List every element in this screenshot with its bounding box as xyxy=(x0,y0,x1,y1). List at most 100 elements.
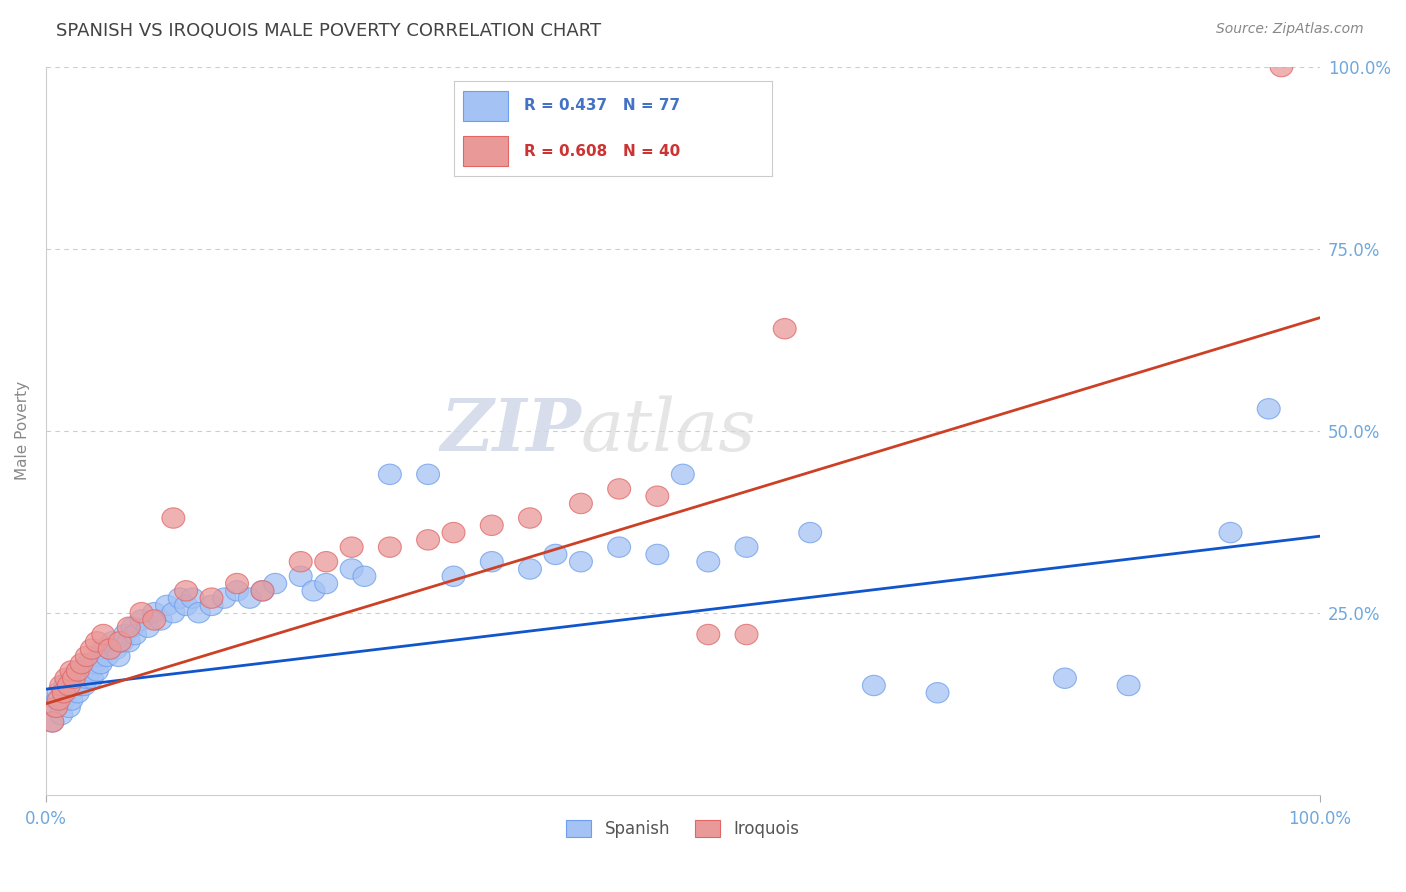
Ellipse shape xyxy=(252,581,274,601)
Text: Source: ZipAtlas.com: Source: ZipAtlas.com xyxy=(1216,22,1364,37)
Ellipse shape xyxy=(735,624,758,645)
Ellipse shape xyxy=(86,661,108,681)
Ellipse shape xyxy=(225,574,249,594)
Ellipse shape xyxy=(111,632,134,652)
Ellipse shape xyxy=(124,624,146,645)
Ellipse shape xyxy=(69,675,91,696)
Ellipse shape xyxy=(697,551,720,572)
Ellipse shape xyxy=(48,682,70,703)
Ellipse shape xyxy=(117,632,141,652)
Ellipse shape xyxy=(66,661,89,681)
Ellipse shape xyxy=(66,661,89,681)
Y-axis label: Male Poverty: Male Poverty xyxy=(15,381,30,480)
Ellipse shape xyxy=(136,617,159,638)
Ellipse shape xyxy=(441,566,465,586)
Text: SPANISH VS IROQUOIS MALE POVERTY CORRELATION CHART: SPANISH VS IROQUOIS MALE POVERTY CORRELA… xyxy=(56,22,602,40)
Ellipse shape xyxy=(1219,523,1241,542)
Ellipse shape xyxy=(44,698,66,717)
Ellipse shape xyxy=(73,661,96,681)
Text: atlas: atlas xyxy=(581,395,756,466)
Ellipse shape xyxy=(353,566,375,586)
Ellipse shape xyxy=(174,581,197,601)
Ellipse shape xyxy=(79,661,103,681)
Ellipse shape xyxy=(52,682,76,703)
Ellipse shape xyxy=(799,523,821,542)
Ellipse shape xyxy=(60,668,83,689)
Ellipse shape xyxy=(129,610,153,630)
Ellipse shape xyxy=(607,479,631,500)
Ellipse shape xyxy=(441,523,465,542)
Ellipse shape xyxy=(156,595,179,615)
Ellipse shape xyxy=(378,464,401,484)
Ellipse shape xyxy=(41,712,63,732)
Ellipse shape xyxy=(107,646,129,666)
Legend: Spanish, Iroquois: Spanish, Iroquois xyxy=(560,814,806,845)
Ellipse shape xyxy=(55,682,77,703)
Ellipse shape xyxy=(416,464,440,484)
Ellipse shape xyxy=(76,646,98,666)
Ellipse shape xyxy=(89,646,111,666)
Ellipse shape xyxy=(212,588,236,608)
Ellipse shape xyxy=(76,668,98,689)
Ellipse shape xyxy=(162,602,184,623)
Ellipse shape xyxy=(108,632,131,652)
Ellipse shape xyxy=(200,588,224,608)
Ellipse shape xyxy=(225,581,249,601)
Ellipse shape xyxy=(645,544,669,565)
Ellipse shape xyxy=(252,581,274,601)
Ellipse shape xyxy=(46,690,69,710)
Ellipse shape xyxy=(70,668,93,689)
Ellipse shape xyxy=(98,639,121,659)
Ellipse shape xyxy=(315,574,337,594)
Ellipse shape xyxy=(52,690,76,710)
Ellipse shape xyxy=(735,537,758,558)
Ellipse shape xyxy=(569,493,592,514)
Ellipse shape xyxy=(519,558,541,579)
Ellipse shape xyxy=(162,508,184,528)
Text: ZIP: ZIP xyxy=(440,395,581,467)
Ellipse shape xyxy=(416,530,440,550)
Ellipse shape xyxy=(55,668,77,689)
Ellipse shape xyxy=(70,654,93,673)
Ellipse shape xyxy=(41,712,63,732)
Ellipse shape xyxy=(48,690,70,710)
Ellipse shape xyxy=(73,675,96,696)
Ellipse shape xyxy=(671,464,695,484)
Ellipse shape xyxy=(340,537,363,558)
Ellipse shape xyxy=(45,698,67,717)
Ellipse shape xyxy=(149,610,172,630)
Ellipse shape xyxy=(645,486,669,507)
Ellipse shape xyxy=(1118,675,1140,696)
Ellipse shape xyxy=(290,566,312,586)
Ellipse shape xyxy=(544,544,567,565)
Ellipse shape xyxy=(340,558,363,579)
Ellipse shape xyxy=(53,675,76,696)
Ellipse shape xyxy=(773,318,796,339)
Ellipse shape xyxy=(169,588,191,608)
Ellipse shape xyxy=(927,682,949,703)
Ellipse shape xyxy=(697,624,720,645)
Ellipse shape xyxy=(80,639,103,659)
Ellipse shape xyxy=(91,624,115,645)
Ellipse shape xyxy=(290,551,312,572)
Ellipse shape xyxy=(86,632,108,652)
Ellipse shape xyxy=(49,675,73,696)
Ellipse shape xyxy=(66,682,89,703)
Ellipse shape xyxy=(174,595,197,615)
Ellipse shape xyxy=(1270,56,1294,77)
Ellipse shape xyxy=(60,661,83,681)
Ellipse shape xyxy=(302,581,325,601)
Ellipse shape xyxy=(181,588,204,608)
Ellipse shape xyxy=(1257,399,1281,419)
Ellipse shape xyxy=(62,675,86,696)
Ellipse shape xyxy=(60,690,83,710)
Ellipse shape xyxy=(121,617,143,638)
Ellipse shape xyxy=(101,632,124,652)
Ellipse shape xyxy=(378,537,401,558)
Ellipse shape xyxy=(264,574,287,594)
Ellipse shape xyxy=(89,654,112,673)
Ellipse shape xyxy=(114,624,136,645)
Ellipse shape xyxy=(200,595,224,615)
Ellipse shape xyxy=(481,551,503,572)
Ellipse shape xyxy=(117,617,141,638)
